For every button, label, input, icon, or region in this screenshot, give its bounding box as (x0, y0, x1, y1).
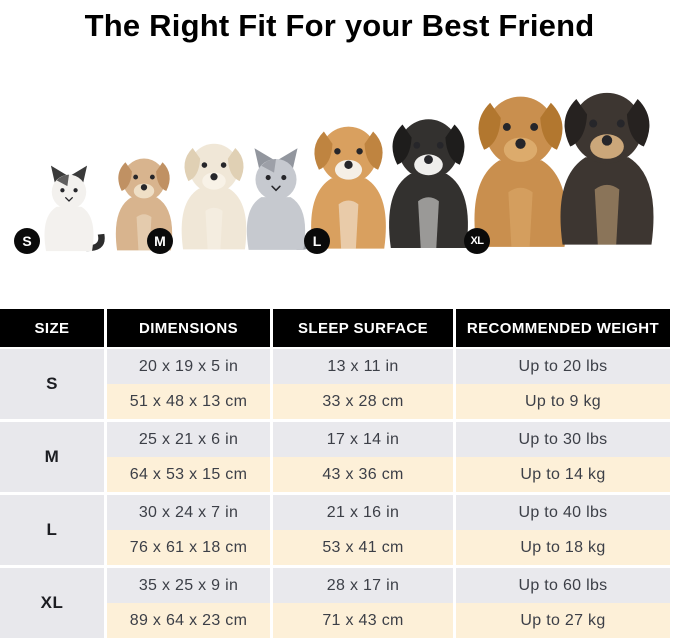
size-badge-m: M (147, 228, 173, 254)
dimensions-cm: 89 x 64 x 23 cm (104, 603, 270, 638)
weight-lbs: Up to 20 lbs (453, 349, 670, 384)
sleep-surface-cm: 71 x 43 cm (270, 603, 453, 638)
sleep-surface-cm: 43 x 36 cm (270, 457, 453, 492)
size-badge-l: L (304, 228, 330, 254)
column-header-size: SIZE (0, 309, 104, 347)
dimensions-cm: 64 x 53 x 15 cm (104, 457, 270, 492)
weight-lbs: Up to 40 lbs (453, 495, 670, 530)
pet-size-illustration: S M L XL (0, 57, 679, 262)
column-header-sleep-surface: SLEEP SURFACE (270, 309, 453, 347)
sleep-surface-inches: 13 x 11 in (270, 349, 453, 384)
column-header-recommended-weight: RECOMMENDED WEIGHT (453, 309, 670, 347)
rough-collie-illustration (538, 80, 676, 256)
table-row-m: M 25 x 21 x 6 in 17 x 14 in Up to 30 lbs… (0, 419, 679, 492)
sleep-surface-inches: 28 x 17 in (270, 568, 453, 603)
dimensions-cm: 76 x 61 x 18 cm (104, 530, 270, 565)
dimensions-inches: 20 x 19 x 5 in (104, 349, 270, 384)
table-row-xl: XL 35 x 25 x 9 in 28 x 17 in Up to 60 lb… (0, 565, 679, 638)
sleep-surface-inches: 17 x 14 in (270, 422, 453, 457)
dimensions-inches: 30 x 24 x 7 in (104, 495, 270, 530)
size-badge-xl: XL (464, 228, 490, 254)
white-cat-illustration (32, 164, 106, 256)
weight-kg: Up to 27 kg (453, 603, 670, 638)
weight-kg: Up to 9 kg (453, 384, 670, 419)
size-chart-table: SIZE DIMENSIONS SLEEP SURFACE RECOMMENDE… (0, 309, 679, 638)
dimensions-inches: 35 x 25 x 9 in (104, 568, 270, 603)
size-label: L (0, 495, 104, 565)
weight-lbs: Up to 30 lbs (453, 422, 670, 457)
weight-lbs: Up to 60 lbs (453, 568, 670, 603)
size-label: XL (0, 568, 104, 638)
table-header-row: SIZE DIMENSIONS SLEEP SURFACE RECOMMENDE… (0, 309, 679, 347)
weight-kg: Up to 18 kg (453, 530, 670, 565)
weight-kg: Up to 14 kg (453, 457, 670, 492)
dimensions-inches: 25 x 21 x 6 in (104, 422, 270, 457)
size-label: M (0, 422, 104, 492)
size-badge-s: S (14, 228, 40, 254)
sleep-surface-cm: 53 x 41 cm (270, 530, 453, 565)
column-header-dimensions: DIMENSIONS (104, 309, 270, 347)
sleep-surface-cm: 33 x 28 cm (270, 384, 453, 419)
page-title: The Right Fit For your Best Friend (84, 8, 595, 43)
sleep-surface-inches: 21 x 16 in (270, 495, 453, 530)
size-label: S (0, 349, 104, 419)
table-row-l: L 30 x 24 x 7 in 21 x 16 in Up to 40 lbs… (0, 492, 679, 565)
table-row-s: S 20 x 19 x 5 in 13 x 11 in Up to 20 lbs… (0, 347, 679, 419)
dimensions-cm: 51 x 48 x 13 cm (104, 384, 270, 419)
